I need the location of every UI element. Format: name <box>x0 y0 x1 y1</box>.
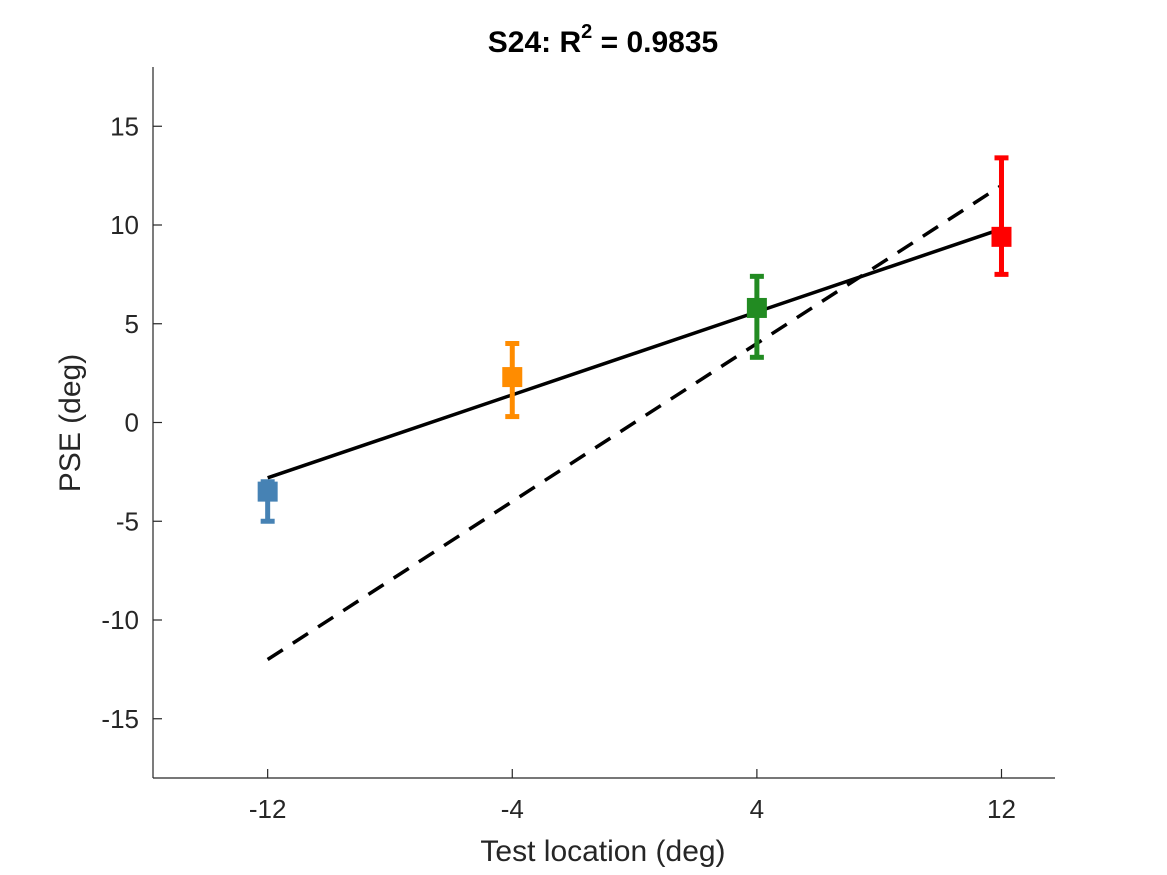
data-point <box>257 479 278 524</box>
y-tick-label: 0 <box>125 408 139 438</box>
x-tick-label: -4 <box>501 794 524 824</box>
point-marker <box>746 297 767 318</box>
axes: -15 -10 -5 0 5 10 15 -12 -4 4 12 <box>101 67 1055 824</box>
x-tick-label: -12 <box>249 794 287 824</box>
data-point <box>991 155 1012 277</box>
title-suffix: = 0.9835 <box>592 26 718 59</box>
point-marker <box>991 226 1012 247</box>
fit-line <box>267 227 1003 480</box>
identity-line <box>266 184 1003 661</box>
point-marker <box>257 481 278 502</box>
data-point <box>502 341 523 420</box>
y-tick-label: 5 <box>125 309 139 339</box>
data-point <box>746 273 767 360</box>
y-tick-label: 15 <box>110 111 139 141</box>
y-axis-label: PSE (deg) <box>54 354 87 492</box>
y-tick-label: 10 <box>110 210 139 240</box>
y-tick-label: -10 <box>101 605 139 635</box>
x-tick-label: 12 <box>987 794 1016 824</box>
title-prefix: S24: R <box>488 26 582 59</box>
x-tick-label: 4 <box>750 794 764 824</box>
point-marker <box>502 367 523 388</box>
y-tick-label: -5 <box>116 506 139 536</box>
lines <box>266 184 1003 661</box>
data-points <box>257 155 1012 524</box>
title-superscript: 2 <box>581 21 592 43</box>
x-axis-label: Test location (deg) <box>480 835 725 868</box>
chart-title: S24: R2 = 0.9835 <box>488 21 718 59</box>
y-tick-label: -15 <box>101 704 139 734</box>
